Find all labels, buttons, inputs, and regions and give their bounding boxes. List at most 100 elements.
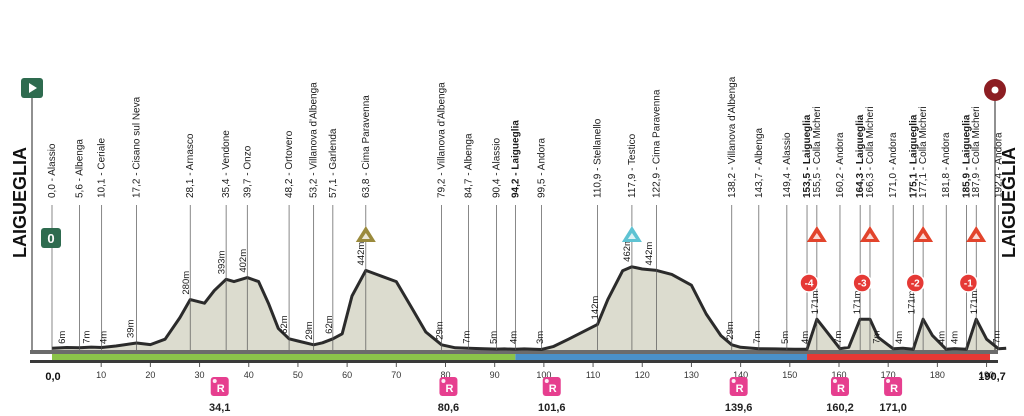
x-tick-label: 100 <box>536 370 551 380</box>
altitude-label: 7m <box>81 330 92 343</box>
refreshment-star <box>731 379 736 383</box>
waypoint-name: - Cima Paravenna <box>652 89 663 173</box>
waypoint-label: 10,1 - Ceriale <box>97 138 108 198</box>
altitude-label: 5m <box>780 331 791 344</box>
waypoint-name: - Laigueglia <box>802 114 813 173</box>
km-zero-badge <box>41 228 61 248</box>
waypoint-label: 63,8 - Cima Paravenna <box>361 95 372 198</box>
waypoint-name: - Alassio <box>492 138 503 179</box>
refreshment-star <box>832 379 837 383</box>
waypoint-name: - Stellanello <box>592 118 603 173</box>
waypoint-label: 185,9 - Laigueglia <box>961 114 972 198</box>
waypoint-name: - Andora <box>835 132 846 173</box>
route-bar-segment <box>807 354 990 360</box>
altitude-label: 29m <box>725 321 736 340</box>
waypoint-label: 99,5 - Andora <box>536 138 547 198</box>
waypoint-km: 94,2 <box>510 178 521 198</box>
finish-dot <box>991 86 999 94</box>
waypoint-km: 117,9 <box>627 173 638 198</box>
waypoint-label: 164,3 - Laigueglia <box>855 114 866 198</box>
altitude-label: 7m <box>462 330 473 343</box>
waypoint-label: 160,2 - Andora <box>835 132 846 198</box>
refreshment-icon-letter: R <box>890 383 898 395</box>
waypoint-name: - Alassio <box>782 132 793 173</box>
laps-to-go-badge <box>799 273 819 293</box>
laps-to-go-label: -2 <box>911 279 920 290</box>
x-tick-label: 150 <box>782 370 797 380</box>
altitude-label: 171m <box>810 290 821 314</box>
x-tick-label: 190 <box>979 370 994 380</box>
refreshment-km-label: 101,6 <box>538 402 566 414</box>
waypoint-name: - Colla Micheri <box>971 106 982 173</box>
profile-area <box>52 266 1007 350</box>
refreshment-icon-letter: R <box>445 383 453 395</box>
refreshment-km-label: 160,2 <box>826 402 854 414</box>
waypoint-label: 57,1 - Garlenda <box>328 128 339 198</box>
waypoint-name: - Andora <box>993 132 1004 173</box>
altitude-label: 4m <box>894 331 905 344</box>
waypoint-label: 117,9 - Testico <box>627 133 638 198</box>
altitude-label: 6m <box>57 331 68 344</box>
waypoint-km: 177,1 <box>918 173 929 198</box>
laps-to-go-badge <box>905 273 926 293</box>
waypoint-km: 84,7 <box>464 178 475 198</box>
waypoint-label: 149,4 - Alassio <box>782 132 793 198</box>
waypoint-label: 53,2 - Villanova d'Albenga <box>309 82 320 198</box>
altitude-label: 7m <box>752 330 763 343</box>
waypoint-label: 166,3 - Colla Micheri <box>865 106 876 198</box>
waypoint-km: 48,2 <box>284 178 295 198</box>
altitude-label: 7m <box>833 330 844 343</box>
x-tick-label: 60 <box>342 370 352 380</box>
waypoint-label: 143,7 - Albenga <box>754 127 765 198</box>
waypoint-name: - Alassio <box>47 143 58 184</box>
waypoint-name: - Colla Micheri <box>918 106 929 173</box>
altitude-label: 4m <box>936 331 947 344</box>
waypoint-km: 143,7 <box>754 173 765 198</box>
altitude-label: 29m <box>304 321 315 340</box>
waypoint-label: 138,2 - Villanova d'Albenga <box>727 76 738 198</box>
x-tick-label: 120 <box>635 370 650 380</box>
x-tick-label: 70 <box>391 370 401 380</box>
waypoint-km: 5,6 <box>75 184 86 198</box>
refreshment-icon-letter: R <box>736 383 744 395</box>
waypoint-label: 48,2 - Ortovero <box>284 130 295 198</box>
waypoint-km: 79,2 <box>437 178 448 198</box>
waypoint-label: 5,6 - Albenga <box>75 139 86 198</box>
route-bar-segment <box>515 354 808 360</box>
refreshment-star <box>886 379 891 383</box>
waypoint-name: - Ortovero <box>284 130 295 178</box>
altitude-label: 39m <box>126 319 137 338</box>
waypoint-label: 177,1 - Colla Micheri <box>918 106 929 198</box>
waypoint-km: 166,3 <box>865 173 876 198</box>
laps-to-go-badge <box>958 273 979 293</box>
waypoint-label: 84,7 - Albenga <box>464 133 475 198</box>
finish-city-label: LAIGUEGLIA <box>999 147 1019 258</box>
x-tick-label: 30 <box>195 370 205 380</box>
x-tick-end: 190,7 <box>978 371 1006 383</box>
waypoint-name: - Onzo <box>242 145 253 178</box>
waypoint-km: 192,4 <box>993 173 1004 198</box>
waypoint-km: 53,2 <box>309 178 320 198</box>
altitude-label: 7m <box>991 330 1002 343</box>
waypoint-name: - Andora <box>888 132 899 173</box>
waypoint-name: - Villanova d'Albenga <box>437 82 448 179</box>
altitude-label: 62m <box>324 315 335 334</box>
waypoint-km: 35,4 <box>221 178 232 198</box>
waypoint-label: 122,9 - Cima Paravenna <box>652 89 663 198</box>
altitude-label: 171m <box>906 290 917 314</box>
refreshment-star <box>212 379 217 383</box>
waypoint-label: 187,9 - Colla Micheri <box>971 106 982 198</box>
waypoint-label: 35,4 - Vendone <box>221 130 232 198</box>
laps-to-go-label: -4 <box>805 279 814 290</box>
waypoint-name: - Villanova d'Albenga <box>727 76 738 173</box>
route-bar-bottom <box>30 360 998 363</box>
waypoint-km: 122,9 <box>652 173 663 198</box>
waypoint-label: 171,0 - Andora <box>888 132 899 198</box>
waypoint-name: - Albenga <box>754 127 765 172</box>
waypoint-name: - Colla Micheri <box>865 106 876 173</box>
waypoint-km: 0,0 <box>47 184 58 198</box>
x-tick-label: 20 <box>145 370 155 380</box>
waypoint-name: - Ceriale <box>97 138 108 179</box>
altitude-label: 3m <box>535 331 546 344</box>
